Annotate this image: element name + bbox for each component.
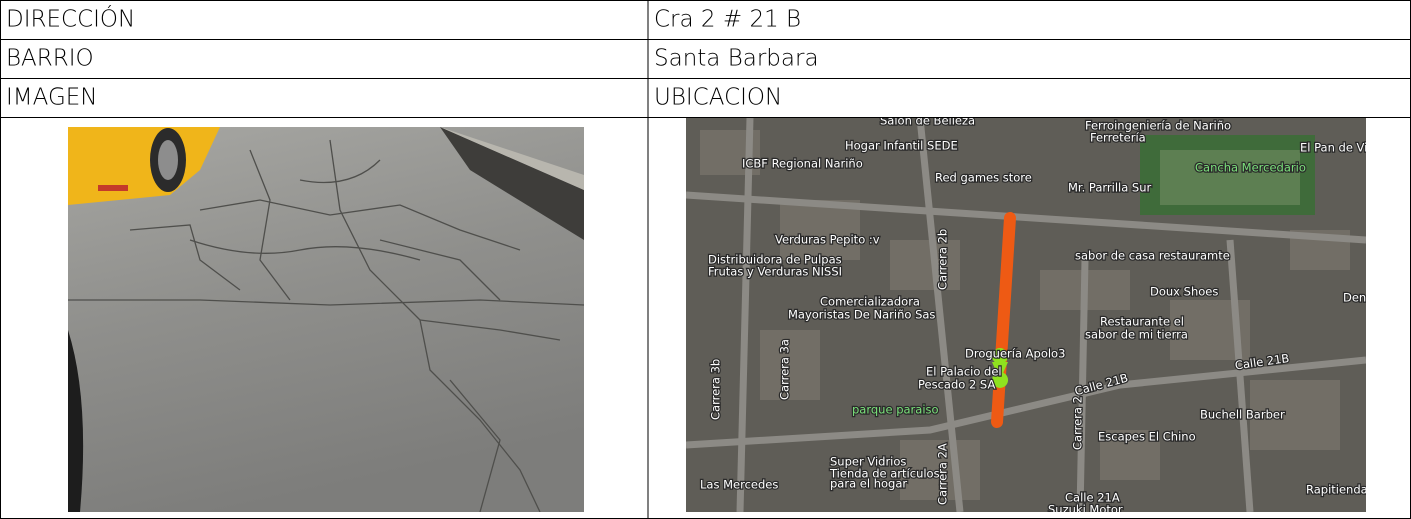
map-label: Distribuidora de Pulpas	[708, 253, 842, 267]
map-label: Cancha Mercedario	[1195, 161, 1306, 175]
map-label: Super Vidrios	[830, 455, 906, 469]
value-cell: UBICACION	[654, 85, 782, 111]
map-label: para el hogar	[830, 477, 907, 491]
map-label: Tienda de artículos	[829, 467, 940, 481]
map-label: sabor de casa restauramte	[1075, 249, 1230, 263]
map-label: Las Mercedes	[700, 478, 778, 492]
map-label: Ferretería	[1090, 131, 1146, 145]
map-label: Mayoristas De Nariño Sas	[788, 308, 935, 322]
map-label: El Palacio del	[926, 365, 1002, 379]
map-label: Calle 21A	[1065, 491, 1120, 505]
label-cell: IMAGEN	[6, 85, 98, 111]
map-label: sabor de mi tierra	[1085, 328, 1188, 342]
map-label: Droguería Apolo3	[965, 347, 1065, 361]
map-label: Carrera 3b	[709, 359, 723, 420]
map-label: Verduras Pepito :v	[775, 233, 880, 247]
map-label: Rapitienda	[1306, 483, 1368, 497]
value-cell: Cra 2 # 21 B	[654, 7, 801, 33]
pavement-photo	[68, 127, 584, 512]
label-cell: BARRIO	[6, 46, 94, 72]
map-label: Salón de Belleza	[880, 114, 975, 128]
map-label: Mr. Parrilla Sur	[1068, 181, 1152, 195]
map-label: Carrera 2b	[936, 229, 950, 290]
location-map: Salón de Belleza Hogar Infantil SEDE Ferro…	[686, 114, 1395, 517]
map-label: El Pan de Villaflo	[1300, 141, 1395, 155]
label-cell: DIRECCIÓN	[6, 5, 135, 33]
map-label: Doux Shoes	[1150, 285, 1218, 299]
map-label: Ferroingeniería de Nariño	[1085, 119, 1231, 133]
map-label: Den	[1343, 291, 1366, 305]
map-label: Suzuki Motor	[1048, 503, 1123, 517]
value-cell: Santa Barbara	[654, 46, 819, 72]
map-label: Carrera 3a	[778, 339, 792, 400]
map-label: Escapes El Chino	[1098, 430, 1196, 444]
map-label: Frutas y Verduras NISSI	[708, 265, 842, 279]
map-label: Comercializadora	[820, 295, 920, 309]
map-label: Carrera 2	[1071, 396, 1085, 450]
map-label: Restaurante el	[1100, 315, 1184, 329]
map-label: Carrera 2A	[936, 443, 950, 505]
map-label: parque paraiso	[852, 403, 939, 417]
map-label: ICBF Regional Nariño	[742, 157, 863, 171]
map-label: Red games store	[935, 171, 1032, 185]
map-label: Pescado 2 SA	[918, 378, 995, 392]
map-label: Buchell Barber	[1200, 408, 1285, 422]
map-label: Hogar Infantil SEDE	[845, 139, 958, 153]
